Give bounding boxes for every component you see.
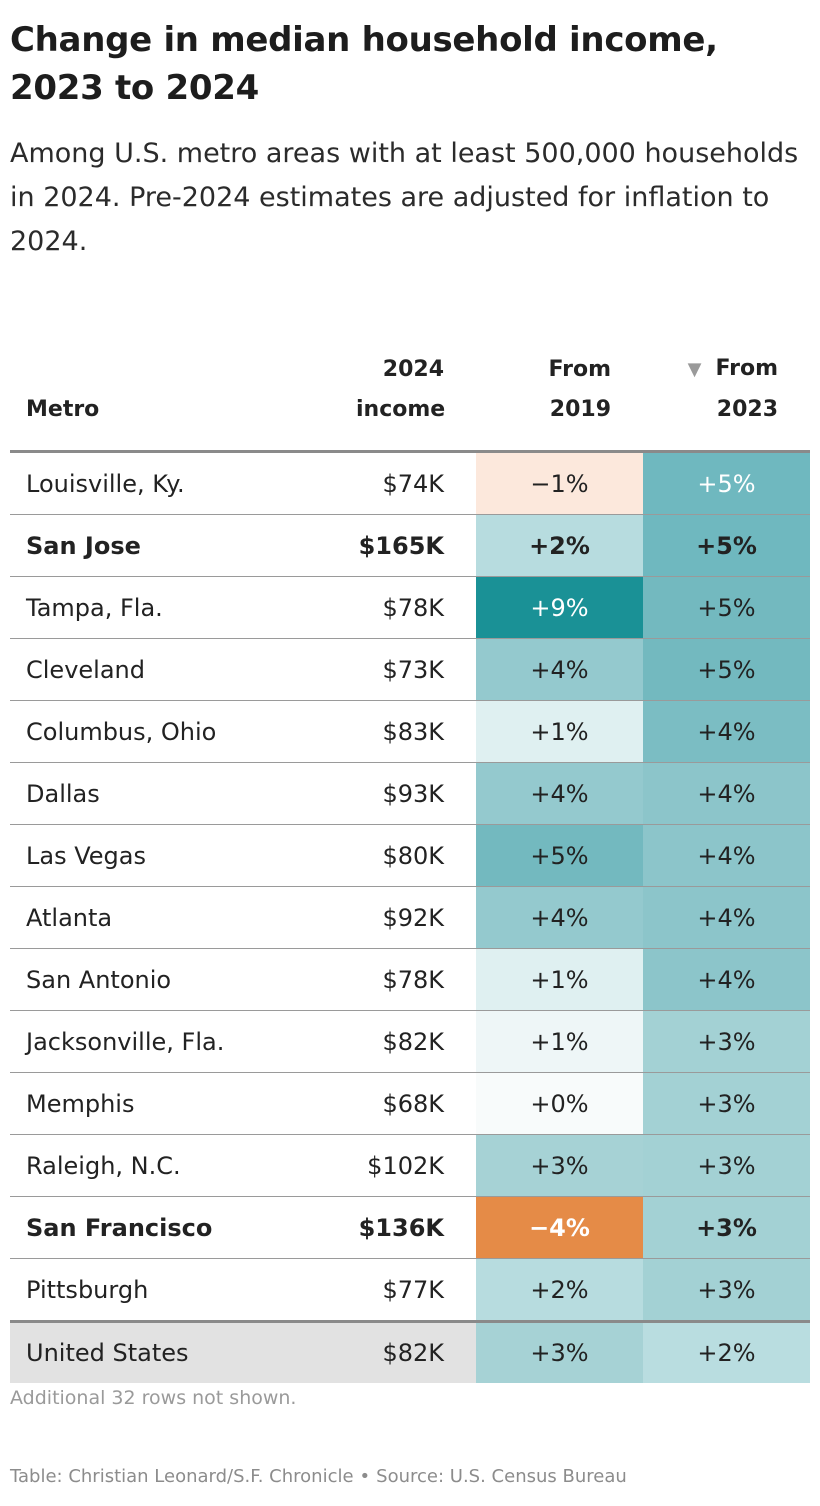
from-2023-cell: +5%: [643, 576, 810, 639]
table-row: Memphis $68K +0% +3%: [10, 1072, 810, 1135]
from-2023-cell: +4%: [643, 700, 810, 763]
footer-credit: Table: Christian Leonard/S.F. Chronicle: [10, 1466, 354, 1487]
metro-cell: Tampa, Fla.: [10, 576, 340, 639]
metro-cell: Memphis: [10, 1072, 340, 1135]
header-row: Metro 2024 income From 2019 ▼ From 2023: [10, 334, 810, 453]
metro-cell: United States: [10, 1320, 340, 1383]
income-cell: $92K: [340, 886, 476, 949]
metro-cell: Pittsburgh: [10, 1258, 340, 1322]
income-cell: $136K: [340, 1196, 476, 1259]
from-2019-cell: +0%: [476, 1072, 643, 1135]
income-cell: $93K: [340, 762, 476, 825]
table-row: Las Vegas $80K +5% +4%: [10, 824, 810, 887]
metro-cell: Atlanta: [10, 886, 340, 949]
column-header-from-2019[interactable]: From 2019: [476, 334, 643, 453]
table-header: Metro 2024 income From 2019 ▼ From 2023: [10, 334, 810, 453]
column-header-metro-label: Metro: [26, 397, 100, 422]
metro-cell: Columbus, Ohio: [10, 700, 340, 763]
metro-cell: San Jose: [10, 514, 340, 577]
metro-cell: Louisville, Ky.: [10, 451, 340, 515]
total-row: United States $82K +3% +2%: [10, 1320, 810, 1383]
column-header-from-2019-line1: From: [548, 357, 611, 382]
table-row: San Antonio $78K +1% +4%: [10, 948, 810, 1011]
from-2023-cell: +4%: [643, 824, 810, 887]
column-header-from-2023[interactable]: ▼ From 2023: [643, 334, 810, 453]
table-row: Cleveland $73K +4% +5%: [10, 638, 810, 701]
from-2019-cell: +1%: [476, 948, 643, 1011]
income-cell: $102K: [340, 1134, 476, 1197]
column-header-income-line2: income: [356, 397, 446, 422]
from-2019-cell: +9%: [476, 576, 643, 639]
from-2023-cell: +3%: [643, 1072, 810, 1135]
table-row: Tampa, Fla. $78K +9% +5%: [10, 576, 810, 639]
table-row: Jacksonville, Fla. $82K +1% +3%: [10, 1010, 810, 1073]
metro-cell: San Francisco: [10, 1196, 340, 1259]
from-2019-cell: −4%: [476, 1196, 643, 1259]
footer-source: Source: U.S. Census Bureau: [376, 1466, 627, 1487]
from-2019-cell: −1%: [476, 451, 643, 515]
income-cell: $68K: [340, 1072, 476, 1135]
income-cell: $78K: [340, 576, 476, 639]
from-2023-cell: +5%: [643, 451, 810, 515]
rows-hidden-note: Additional 32 rows not shown.: [10, 1387, 297, 1409]
chart-footer: Table: Christian Leonard/S.F. Chronicle •…: [10, 1466, 627, 1487]
chart-title: Change in median household income, 2023 …: [10, 20, 718, 108]
chart-subtitle: Among U.S. metro areas with at least 500…: [10, 138, 799, 257]
column-header-from-2019-line2: 2019: [549, 397, 611, 422]
metro-cell: Jacksonville, Fla.: [10, 1010, 340, 1073]
table-row: San Jose $165K +2% +5%: [10, 514, 810, 577]
table-body: Louisville, Ky. $74K −1% +5% San Jose $165K +2…: [10, 451, 810, 1383]
from-2019-cell: +5%: [476, 824, 643, 887]
from-2023-cell: +2%: [643, 1320, 810, 1383]
from-2019-cell: +1%: [476, 700, 643, 763]
table-row: Dallas $93K +4% +4%: [10, 762, 810, 825]
from-2019-cell: +3%: [476, 1320, 643, 1383]
from-2023-cell: +4%: [643, 948, 810, 1011]
table-row: Atlanta $92K +4% +4%: [10, 886, 810, 949]
income-cell: $83K: [340, 700, 476, 763]
metro-cell: San Antonio: [10, 948, 340, 1011]
from-2019-cell: +4%: [476, 638, 643, 701]
from-2019-cell: +1%: [476, 1010, 643, 1073]
table-row: Raleigh, N.C. $102K +3% +3%: [10, 1134, 810, 1197]
income-cell: $165K: [340, 514, 476, 577]
income-cell: $78K: [340, 948, 476, 1011]
income-cell: $77K: [340, 1258, 476, 1322]
income-cell: $73K: [340, 638, 476, 701]
table-row: Columbus, Ohio $83K +1% +4%: [10, 700, 810, 763]
from-2023-cell: +3%: [643, 1258, 810, 1322]
from-2019-cell: +3%: [476, 1134, 643, 1197]
column-header-from-2023-line1: From: [715, 356, 778, 381]
triangle-down-icon: ▼: [687, 359, 702, 380]
from-2023-cell: +5%: [643, 638, 810, 701]
column-header-income[interactable]: 2024 income: [340, 334, 476, 453]
table-row: Pittsburgh $77K +2% +3%: [10, 1258, 810, 1322]
from-2023-cell: +3%: [643, 1196, 810, 1259]
table-row: Louisville, Ky. $74K −1% +5%: [10, 451, 810, 515]
metro-cell: Raleigh, N.C.: [10, 1134, 340, 1197]
metro-cell: Cleveland: [10, 638, 340, 701]
income-cell: $80K: [340, 824, 476, 887]
from-2023-cell: +3%: [643, 1010, 810, 1073]
table-row: San Francisco $136K −4% +3%: [10, 1196, 810, 1259]
from-2023-cell: +3%: [643, 1134, 810, 1197]
from-2019-cell: +4%: [476, 886, 643, 949]
from-2023-cell: +4%: [643, 886, 810, 949]
metro-cell: Las Vegas: [10, 824, 340, 887]
from-2023-cell: +4%: [643, 762, 810, 825]
income-table: Metro 2024 income From 2019 ▼ From 2023 L…: [10, 334, 810, 1383]
from-2019-cell: +2%: [476, 1258, 643, 1322]
income-cell: $82K: [340, 1320, 476, 1383]
column-header-income-line1: 2024: [382, 357, 444, 382]
income-cell: $82K: [340, 1010, 476, 1073]
from-2019-cell: +2%: [476, 514, 643, 577]
from-2023-cell: +5%: [643, 514, 810, 577]
column-header-from-2023-line2: 2023: [716, 397, 778, 422]
income-cell: $74K: [340, 451, 476, 515]
footer-separator: •: [359, 1466, 371, 1487]
from-2019-cell: +4%: [476, 762, 643, 825]
column-header-metro[interactable]: Metro: [10, 334, 340, 453]
metro-cell: Dallas: [10, 762, 340, 825]
